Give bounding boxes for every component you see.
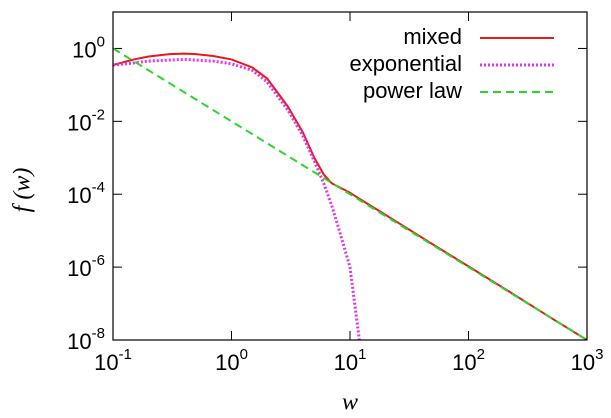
y-tick-label: 100	[72, 33, 105, 62]
y-tick-label: 10-2	[67, 106, 105, 135]
legend-label: mixed	[403, 24, 462, 49]
data-line	[113, 57, 361, 340]
x-tick-label: 103	[571, 346, 604, 375]
legend-label: power law	[363, 78, 462, 103]
x-tick-label: 100	[215, 346, 248, 375]
y-tick-label: 10-8	[67, 325, 105, 354]
x-tick-label: 102	[452, 346, 485, 375]
plot-frame	[112, 11, 588, 341]
data-line	[113, 47, 587, 340]
x-tick-label: 10-1	[94, 346, 132, 375]
y-tick-label: 10-6	[67, 252, 105, 281]
y-axis-label: f (w)	[10, 168, 36, 213]
legend-label: exponential	[349, 51, 462, 76]
x-tick-label: 101	[334, 346, 367, 375]
y-tick-label: 10-4	[67, 179, 105, 208]
x-axis-label: w	[342, 390, 358, 416]
